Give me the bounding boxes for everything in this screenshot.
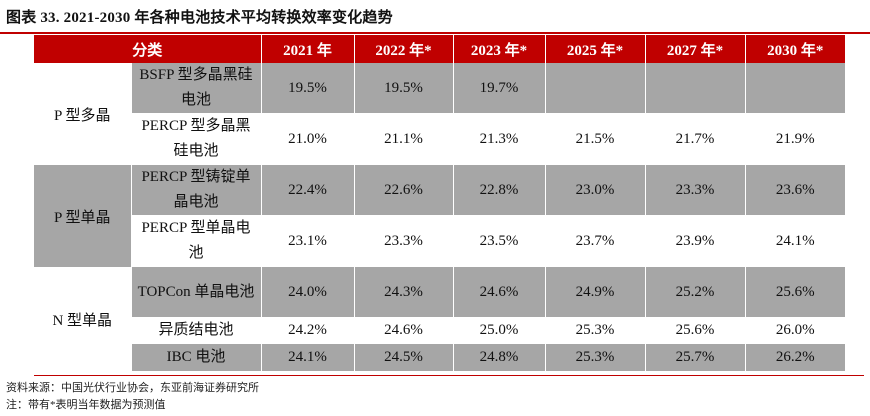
table-cell: 23.3% <box>644 165 745 215</box>
table-cell: 23.1% <box>260 215 354 267</box>
header-category: 分类 <box>34 35 261 63</box>
header-year: 2030 年* <box>744 35 845 63</box>
group-label: P 型单晶 <box>34 165 131 267</box>
table-bottom-rule <box>34 375 864 376</box>
group-label: P 型多晶 <box>34 63 131 165</box>
efficiency-table: 分类 2021 年 2022 年* 2023 年* 2025 年* 2027 年… <box>34 35 845 371</box>
table-cell <box>744 63 845 113</box>
table-cell: 23.5% <box>452 215 545 267</box>
header-year: 2023 年* <box>452 35 545 63</box>
row-label: BSFP 型多晶黑硅电池 <box>130 63 261 113</box>
table-row: P 型单晶 PERCP 型铸锭单晶电池 22.4% 22.6% 22.8% 23… <box>34 165 845 267</box>
table-cell: 24.2% <box>260 317 354 344</box>
header-year: 2025 年* <box>544 35 645 63</box>
table-cell: 21.9% <box>744 113 845 165</box>
table-cell: 24.9% <box>544 267 645 317</box>
table-cell: 24.3% <box>353 267 453 317</box>
table-cell: 22.6% <box>353 165 453 215</box>
table-cell: 24.1% <box>744 215 845 267</box>
table-cell: 22.4% <box>260 165 354 215</box>
table-cell: 24.8% <box>452 344 545 371</box>
table-cell: 24.5% <box>353 344 453 371</box>
table-cell: 26.0% <box>744 317 845 344</box>
table-cell: 25.3% <box>544 344 645 371</box>
row-label: IBC 电池 <box>130 344 261 371</box>
table-row: PERCP 型多晶黑硅电池 21.0% 21.1% 21.3% 21.5% 21… <box>34 113 845 165</box>
table-cell: 25.7% <box>644 344 745 371</box>
table-cell: 23.9% <box>644 215 745 267</box>
table-cell <box>644 63 745 113</box>
table-cell: 24.0% <box>260 267 354 317</box>
table-cell: 23.6% <box>744 165 845 215</box>
table-cell: 19.5% <box>353 63 453 113</box>
table-cell: 24.1% <box>260 344 354 371</box>
table-cell: 22.8% <box>452 165 545 215</box>
forecast-note: 注：带有*表明当年数据为预测值 <box>6 399 166 411</box>
table-row: IBC 电池 24.1% 24.5% 24.8% 25.3% 25.7% 26.… <box>34 344 845 371</box>
table-cell: 21.5% <box>544 113 645 165</box>
table-cell: 25.3% <box>544 317 645 344</box>
source-note: 资料来源：中国光伏行业协会，东亚前海证券研究所 <box>6 382 259 394</box>
table-row: 异质结电池 24.2% 24.6% 25.0% 25.3% 25.6% 26.0… <box>34 317 845 344</box>
table-cell: 26.2% <box>744 344 845 371</box>
table-cell: 25.0% <box>452 317 545 344</box>
table-cell: 21.3% <box>452 113 545 165</box>
table-row: PERCP 型单晶电池 23.1% 23.3% 23.5% 23.7% 23.9… <box>34 215 845 267</box>
table-cell: 25.2% <box>644 267 745 317</box>
group-label: N 型单晶 <box>34 267 131 371</box>
header-year: 2022 年* <box>353 35 453 63</box>
title-divider <box>0 32 870 34</box>
table-cell <box>544 63 645 113</box>
table-cell: 21.0% <box>260 113 354 165</box>
header-row: 分类 2021 年 2022 年* 2023 年* 2025 年* 2027 年… <box>34 35 845 63</box>
row-label: TOPCon 单晶电池 <box>130 267 261 317</box>
row-label: PERCP 型单晶电池 <box>130 215 261 267</box>
table-cell: 21.7% <box>644 113 745 165</box>
table-cell: 23.3% <box>353 215 453 267</box>
table-cell: 23.0% <box>544 165 645 215</box>
row-label: PERCP 型铸锭单晶电池 <box>130 165 261 215</box>
row-label: PERCP 型多晶黑硅电池 <box>130 113 261 165</box>
table-cell: 21.1% <box>353 113 453 165</box>
table-row: N 型单晶 TOPCon 单晶电池 24.0% 24.3% 24.6% 24.9… <box>34 267 845 371</box>
figure-title: 图表 33. 2021-2030 年各种电池技术平均转换效率变化趋势 <box>6 10 393 26</box>
table-cell: 19.5% <box>260 63 354 113</box>
table-cell: 24.6% <box>353 317 453 344</box>
table-cell: 24.6% <box>452 267 545 317</box>
table-cell: 23.7% <box>544 215 645 267</box>
table-row: P 型多晶 BSFP 型多晶黑硅电池 19.5% 19.5% 19.7% <box>34 63 845 165</box>
header-year: 2027 年* <box>644 35 745 63</box>
row-label: 异质结电池 <box>130 317 261 344</box>
table-cell: 25.6% <box>744 267 845 317</box>
header-year: 2021 年 <box>260 35 354 63</box>
table-cell: 19.7% <box>452 63 545 113</box>
table-cell: 25.6% <box>644 317 745 344</box>
